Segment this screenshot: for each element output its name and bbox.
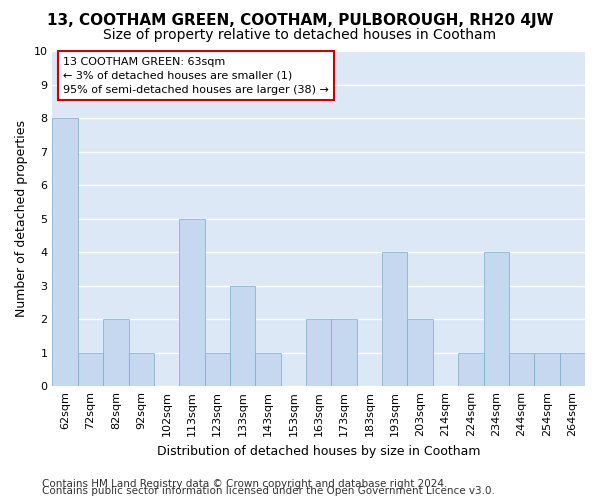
Bar: [179, 219, 205, 386]
Y-axis label: Number of detached properties: Number of detached properties: [15, 120, 28, 318]
Bar: [103, 319, 128, 386]
Bar: [78, 352, 103, 386]
Bar: [560, 352, 585, 386]
Text: Contains public sector information licensed under the Open Government Licence v3: Contains public sector information licen…: [42, 486, 495, 496]
Bar: [407, 319, 433, 386]
Bar: [458, 352, 484, 386]
Bar: [205, 352, 230, 386]
X-axis label: Distribution of detached houses by size in Cootham: Distribution of detached houses by size …: [157, 444, 481, 458]
Bar: [52, 118, 78, 386]
Bar: [331, 319, 357, 386]
Text: Contains HM Land Registry data © Crown copyright and database right 2024.: Contains HM Land Registry data © Crown c…: [42, 479, 448, 489]
Bar: [484, 252, 509, 386]
Text: 13 COOTHAM GREEN: 63sqm
← 3% of detached houses are smaller (1)
95% of semi-deta: 13 COOTHAM GREEN: 63sqm ← 3% of detached…: [63, 56, 329, 94]
Bar: [256, 352, 281, 386]
Text: Size of property relative to detached houses in Cootham: Size of property relative to detached ho…: [103, 28, 497, 42]
Bar: [534, 352, 560, 386]
Text: 13, COOTHAM GREEN, COOTHAM, PULBOROUGH, RH20 4JW: 13, COOTHAM GREEN, COOTHAM, PULBOROUGH, …: [47, 12, 553, 28]
Bar: [382, 252, 407, 386]
Bar: [230, 286, 256, 386]
Bar: [509, 352, 534, 386]
Bar: [128, 352, 154, 386]
Bar: [306, 319, 331, 386]
